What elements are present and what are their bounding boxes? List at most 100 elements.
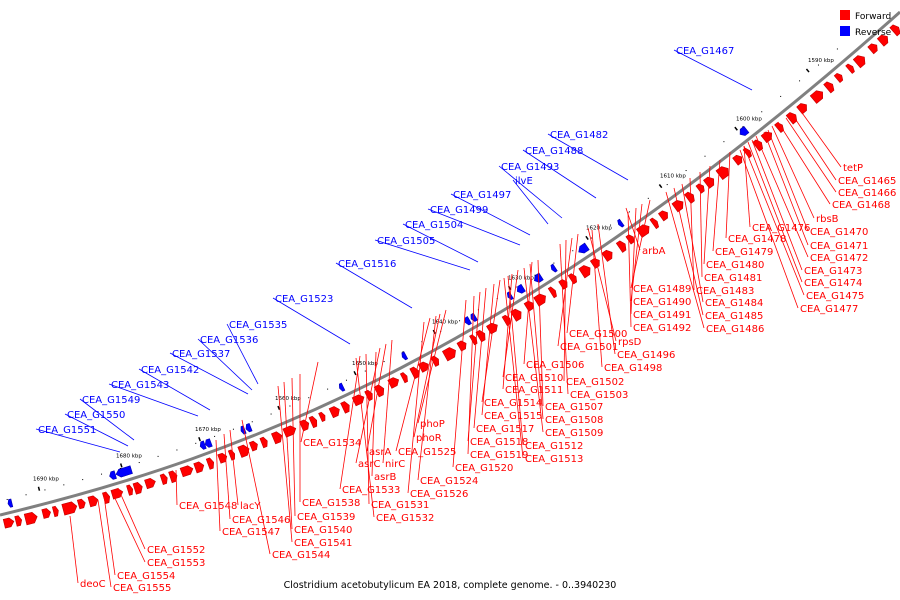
gene-label[interactable]: CEA_G1532 xyxy=(376,513,434,524)
gene-label[interactable]: ilvE xyxy=(515,176,533,187)
gene-label[interactable]: CEA_G1538 xyxy=(302,498,360,509)
gene-label[interactable]: CEA_G1486 xyxy=(706,324,764,335)
gene-label[interactable]: CEA_G1470 xyxy=(810,227,868,238)
gene-label[interactable]: CEA_G1502 xyxy=(566,377,624,388)
forward-gene-feature[interactable] xyxy=(340,401,350,414)
gene-label[interactable]: CEA_G1551 xyxy=(38,425,96,436)
gene-label[interactable]: CEA_G1468 xyxy=(832,200,890,211)
reverse-gene-feature[interactable] xyxy=(115,465,133,478)
forward-gene-feature[interactable] xyxy=(271,431,283,445)
gene-label[interactable]: CEA_G1503 xyxy=(570,390,628,401)
forward-gene-feature[interactable] xyxy=(823,81,835,94)
forward-gene-feature[interactable] xyxy=(14,515,23,527)
gene-label[interactable]: CEA_G1531 xyxy=(371,500,429,511)
gene-label[interactable]: CEA_G1474 xyxy=(804,278,862,289)
gene-label[interactable]: CEA_G1544 xyxy=(272,550,330,561)
forward-gene-feature[interactable] xyxy=(785,112,798,125)
forward-gene-feature[interactable] xyxy=(715,166,729,181)
forward-gene-feature[interactable] xyxy=(601,249,613,262)
forward-gene-feature[interactable] xyxy=(578,265,591,279)
forward-gene-feature[interactable] xyxy=(61,501,78,516)
gene-label[interactable]: CEA_G1472 xyxy=(810,253,868,264)
gene-label[interactable]: CEA_G1481 xyxy=(704,273,762,284)
forward-gene-feature[interactable] xyxy=(132,481,143,495)
gene-label[interactable]: CEA_G1511 xyxy=(505,385,563,396)
gene-label[interactable]: CEA_G1471 xyxy=(810,241,868,252)
gene-label[interactable]: CEA_G1550 xyxy=(67,410,125,421)
forward-gene-feature[interactable] xyxy=(547,286,557,299)
reverse-gene-feature[interactable] xyxy=(401,351,409,361)
gene-label[interactable]: CEA_G1510 xyxy=(505,373,563,384)
gene-label[interactable]: CEA_G1485 xyxy=(705,311,763,322)
gene-label[interactable]: CEA_G1516 xyxy=(338,259,396,270)
forward-gene-feature[interactable] xyxy=(657,210,668,222)
forward-gene-feature[interactable] xyxy=(51,505,59,518)
gene-label[interactable]: CEA_G1523 xyxy=(275,294,333,305)
gene-label[interactable]: CEA_G1477 xyxy=(800,304,858,315)
forward-gene-feature[interactable] xyxy=(796,103,807,115)
reverse-gene-feature[interactable] xyxy=(550,263,558,273)
gene-label[interactable]: CEA_G1482 xyxy=(550,130,608,141)
forward-gene-feature[interactable] xyxy=(889,24,900,37)
gene-label[interactable]: deoC xyxy=(80,579,106,590)
reverse-gene-feature[interactable] xyxy=(109,470,117,480)
gene-label[interactable]: CEA_G1498 xyxy=(604,363,662,374)
forward-gene-feature[interactable] xyxy=(732,154,743,166)
forward-gene-feature[interactable] xyxy=(205,457,215,470)
forward-gene-feature[interactable] xyxy=(23,511,38,526)
reverse-gene-feature[interactable] xyxy=(739,125,750,136)
forward-gene-feature[interactable] xyxy=(809,90,824,104)
gene-label[interactable]: CEA_G1519 xyxy=(470,450,528,461)
gene-label[interactable]: CEA_G1480 xyxy=(706,260,764,271)
forward-gene-feature[interactable] xyxy=(259,436,268,449)
gene-label[interactable]: CEA_G1543 xyxy=(111,380,169,391)
forward-gene-feature[interactable] xyxy=(867,43,878,55)
gene-label[interactable]: CEA_G1524 xyxy=(420,476,478,487)
reverse-gene-feature[interactable] xyxy=(338,382,346,392)
forward-gene-feature[interactable] xyxy=(615,240,627,253)
forward-gene-feature[interactable] xyxy=(159,473,168,485)
forward-gene-feature[interactable] xyxy=(625,234,635,245)
gene-label[interactable]: phoR xyxy=(416,433,442,444)
gene-label[interactable]: CEA_G1506 xyxy=(526,360,584,371)
gene-label[interactable]: CEA_G1518 xyxy=(470,437,528,448)
gene-label[interactable]: CEA_G1553 xyxy=(147,558,205,569)
gene-label[interactable]: CEA_G1536 xyxy=(200,335,258,346)
gene-label[interactable]: CEA_G1512 xyxy=(525,441,583,452)
forward-gene-feature[interactable] xyxy=(671,199,684,213)
gene-label[interactable]: CEA_G1554 xyxy=(117,571,175,582)
gene-label[interactable]: CEA_G1466 xyxy=(838,188,896,199)
gene-label[interactable]: CEA_G1513 xyxy=(525,454,583,465)
gene-label[interactable]: CEA_G1484 xyxy=(705,298,763,309)
forward-gene-feature[interactable] xyxy=(486,322,498,335)
gene-label[interactable]: CEA_G1467 xyxy=(676,46,734,57)
reverse-gene-feature[interactable] xyxy=(245,423,253,433)
gene-label[interactable]: CEA_G1539 xyxy=(297,512,355,523)
gene-label[interactable]: CEA_G1514 xyxy=(484,398,542,409)
gene-label[interactable]: CEA_G1552 xyxy=(147,545,205,556)
forward-gene-feature[interactable] xyxy=(475,329,486,343)
gene-label[interactable]: CEA_G1534 xyxy=(303,438,361,449)
gene-label[interactable]: CEA_G1478 xyxy=(728,234,786,245)
reverse-gene-feature[interactable] xyxy=(204,438,213,448)
gene-label[interactable]: CEA_G1499 xyxy=(430,205,488,216)
forward-gene-feature[interactable] xyxy=(430,355,440,367)
forward-gene-feature[interactable] xyxy=(399,372,408,384)
gene-label[interactable]: CEA_G1500 xyxy=(569,329,627,340)
forward-gene-feature[interactable] xyxy=(387,377,400,389)
gene-label[interactable]: CEA_G1508 xyxy=(545,415,603,426)
forward-gene-feature[interactable] xyxy=(876,34,889,47)
gene-label[interactable]: CEA_G1548 xyxy=(179,501,237,512)
gene-label[interactable]: CEA_G1541 xyxy=(294,538,352,549)
forward-gene-feature[interactable] xyxy=(308,415,318,429)
gene-label[interactable]: CEA_G1490 xyxy=(633,297,691,308)
gene-label[interactable]: CEA_G1549 xyxy=(82,395,140,406)
gene-label[interactable]: CEA_G1504 xyxy=(405,220,463,231)
gene-label[interactable]: CEA_G1492 xyxy=(633,323,691,334)
gene-label[interactable]: CEA_G1507 xyxy=(545,402,603,413)
gene-label[interactable]: CEA_G1526 xyxy=(410,489,468,500)
forward-gene-feature[interactable] xyxy=(76,498,86,510)
forward-gene-feature[interactable] xyxy=(417,361,429,373)
forward-gene-feature[interactable] xyxy=(248,440,258,452)
gene-label[interactable]: CEA_G1465 xyxy=(838,176,896,187)
